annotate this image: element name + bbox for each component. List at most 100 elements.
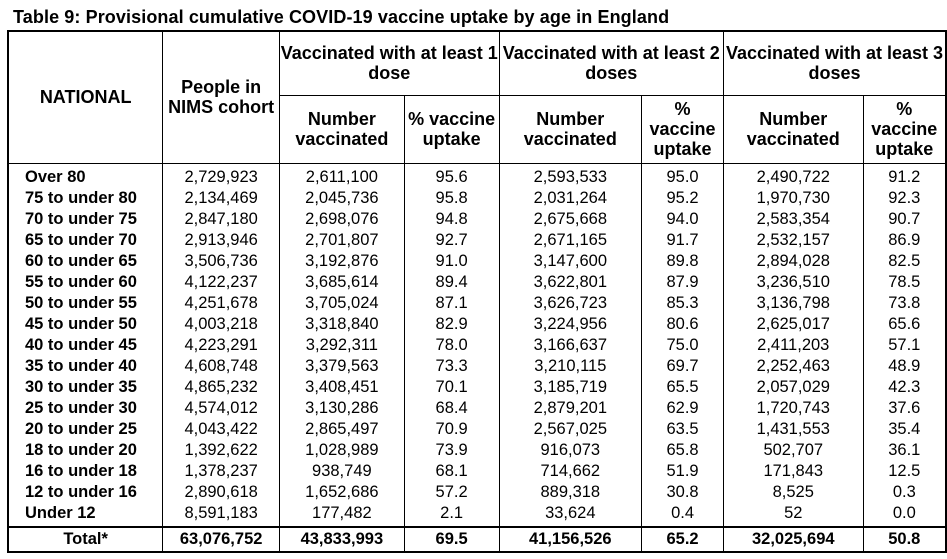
dose3-number-cell: 502,707 (722, 439, 864, 461)
dose3-pct-cell: 91.2 (862, 163, 947, 188)
dose2-number-cell: 3,626,723 (498, 292, 643, 314)
dose3-number-cell: 2,057,029 (722, 376, 864, 398)
age-cell: 35 to under 40 (7, 355, 164, 377)
age-cell: 45 to under 50 (7, 313, 164, 335)
age-cell: 65 to under 70 (7, 229, 164, 251)
total-dose1-pct: 69.5 (403, 525, 500, 552)
dose1-number-cell: 3,130,286 (279, 397, 405, 419)
dose1-number-cell: 2,611,100 (279, 163, 405, 188)
dose2-number-cell: 3,622,801 (498, 271, 643, 293)
table-body: Over 80 2,729,923 2,611,100 95.6 2,593,533 95… (7, 163, 947, 527)
dose3-pct-cell: 86.9 (862, 229, 947, 251)
dose3-number-cell: 2,583,354 (722, 208, 864, 230)
dose3-number-cell: 2,532,157 (722, 229, 864, 251)
table-row: 65 to under 70 2,913,946 2,701,807 92.7 2,67… (7, 229, 947, 251)
dose1-number-cell: 177,482 (279, 502, 405, 527)
dose2-pct-cell: 30.8 (641, 481, 724, 503)
dose1-number-cell: 3,408,451 (279, 376, 405, 398)
dose1-pct-cell: 57.2 (403, 481, 500, 503)
table-row: 25 to under 30 4,574,012 3,130,286 68.4 2,87… (7, 397, 947, 419)
nims-cell: 4,574,012 (162, 397, 280, 419)
dose2-pct-cell: 80.6 (641, 313, 724, 335)
dose2-pct-cell: 65.5 (641, 376, 724, 398)
header-dose2: Vaccinated with at least 2 doses (498, 30, 724, 96)
nims-cell: 4,608,748 (162, 355, 280, 377)
total-dose3-pct: 50.8 (862, 525, 947, 552)
nims-cell: 2,729,923 (162, 163, 280, 188)
total-nims: 63,076,752 (162, 525, 280, 552)
dose2-number-cell: 33,624 (498, 502, 643, 527)
dose2-number-cell: 3,166,637 (498, 334, 643, 356)
table-row: 75 to under 80 2,134,469 2,045,736 95.8 2,03… (7, 187, 947, 209)
table-row: 40 to under 45 4,223,291 3,292,311 78.0 3,16… (7, 334, 947, 356)
dose1-number-cell: 3,292,311 (279, 334, 405, 356)
nims-cell: 2,913,946 (162, 229, 280, 251)
total-row: Total* 63,076,752 43,833,993 69.5 41,156… (7, 525, 947, 552)
dose1-pct-cell: 78.0 (403, 334, 500, 356)
dose2-number-cell: 3,147,600 (498, 250, 643, 272)
dose2-number-cell: 2,567,025 (498, 418, 643, 440)
header-dose2-number: Number vaccinated (498, 94, 643, 164)
dose1-number-cell: 2,045,736 (279, 187, 405, 209)
dose2-pct-cell: 85.3 (641, 292, 724, 314)
nims-cell: 2,134,469 (162, 187, 280, 209)
dose2-number-cell: 2,879,201 (498, 397, 643, 419)
dose3-number-cell: 171,843 (722, 460, 864, 482)
dose2-pct-cell: 94.0 (641, 208, 724, 230)
dose2-number-cell: 2,675,668 (498, 208, 643, 230)
table-row: 30 to under 35 4,865,232 3,408,451 70.1 3,18… (7, 376, 947, 398)
dose2-pct-cell: 95.0 (641, 163, 724, 188)
age-cell: 50 to under 55 (7, 292, 164, 314)
dose3-number-cell: 2,252,463 (722, 355, 864, 377)
dose2-number-cell: 2,031,264 (498, 187, 643, 209)
dose2-number-cell: 714,662 (498, 460, 643, 482)
dose3-number-cell: 1,431,553 (722, 418, 864, 440)
total-dose1-number: 43,833,993 (279, 525, 405, 552)
dose3-pct-cell: 42.3 (862, 376, 947, 398)
nims-cell: 4,043,422 (162, 418, 280, 440)
dose1-pct-cell: 95.6 (403, 163, 500, 188)
dose3-pct-cell: 90.7 (862, 208, 947, 230)
dose3-pct-cell: 92.3 (862, 187, 947, 209)
dose3-pct-cell: 35.4 (862, 418, 947, 440)
dose3-pct-cell: 12.5 (862, 460, 947, 482)
dose2-pct-cell: 91.7 (641, 229, 724, 251)
dose2-number-cell: 2,593,533 (498, 163, 643, 188)
table-row: 20 to under 25 4,043,422 2,865,497 70.9 2,56… (7, 418, 947, 440)
dose2-pct-cell: 51.9 (641, 460, 724, 482)
dose1-pct-cell: 91.0 (403, 250, 500, 272)
dose3-pct-cell: 48.9 (862, 355, 947, 377)
dose3-number-cell: 3,136,798 (722, 292, 864, 314)
table-row: Under 12 8,591,183 177,482 2.1 33,624 0.4 52 0.… (7, 502, 947, 527)
dose2-pct-cell: 89.8 (641, 250, 724, 272)
header-dose1-number: Number vaccinated (279, 94, 405, 164)
age-cell: 25 to under 30 (7, 397, 164, 419)
dose3-pct-cell: 37.6 (862, 397, 947, 419)
header-dose3-pct: % vaccine uptake (862, 94, 947, 164)
total-label: Total* (7, 525, 164, 552)
total-dose2-number: 41,156,526 (498, 525, 643, 552)
age-cell: 55 to under 60 (7, 271, 164, 293)
dose3-pct-cell: 36.1 (862, 439, 947, 461)
dose1-pct-cell: 73.9 (403, 439, 500, 461)
dose3-number-cell: 8,525 (722, 481, 864, 503)
dose1-number-cell: 3,379,563 (279, 355, 405, 377)
nims-cell: 1,378,237 (162, 460, 280, 482)
dose3-pct-cell: 73.8 (862, 292, 947, 314)
nims-cell: 4,251,678 (162, 292, 280, 314)
dose1-number-cell: 3,705,024 (279, 292, 405, 314)
header-nims-cohort: People in NIMS cohort (162, 30, 280, 164)
age-cell: 12 to under 16 (7, 481, 164, 503)
dose3-number-cell: 2,411,203 (722, 334, 864, 356)
dose2-number-cell: 3,185,719 (498, 376, 643, 398)
dose1-pct-cell: 70.1 (403, 376, 500, 398)
dose3-pct-cell: 65.6 (862, 313, 947, 335)
age-cell: 40 to under 45 (7, 334, 164, 356)
age-cell: 18 to under 20 (7, 439, 164, 461)
header-dose2-pct: % vaccine uptake (641, 94, 724, 164)
dose2-number-cell: 3,224,956 (498, 313, 643, 335)
nims-cell: 4,122,237 (162, 271, 280, 293)
nims-cell: 4,223,291 (162, 334, 280, 356)
vaccine-uptake-table: NATIONAL People in NIMS cohort Vaccinate… (7, 30, 947, 553)
table-row: 12 to under 16 2,890,618 1,652,686 57.2 889,… (7, 481, 947, 503)
